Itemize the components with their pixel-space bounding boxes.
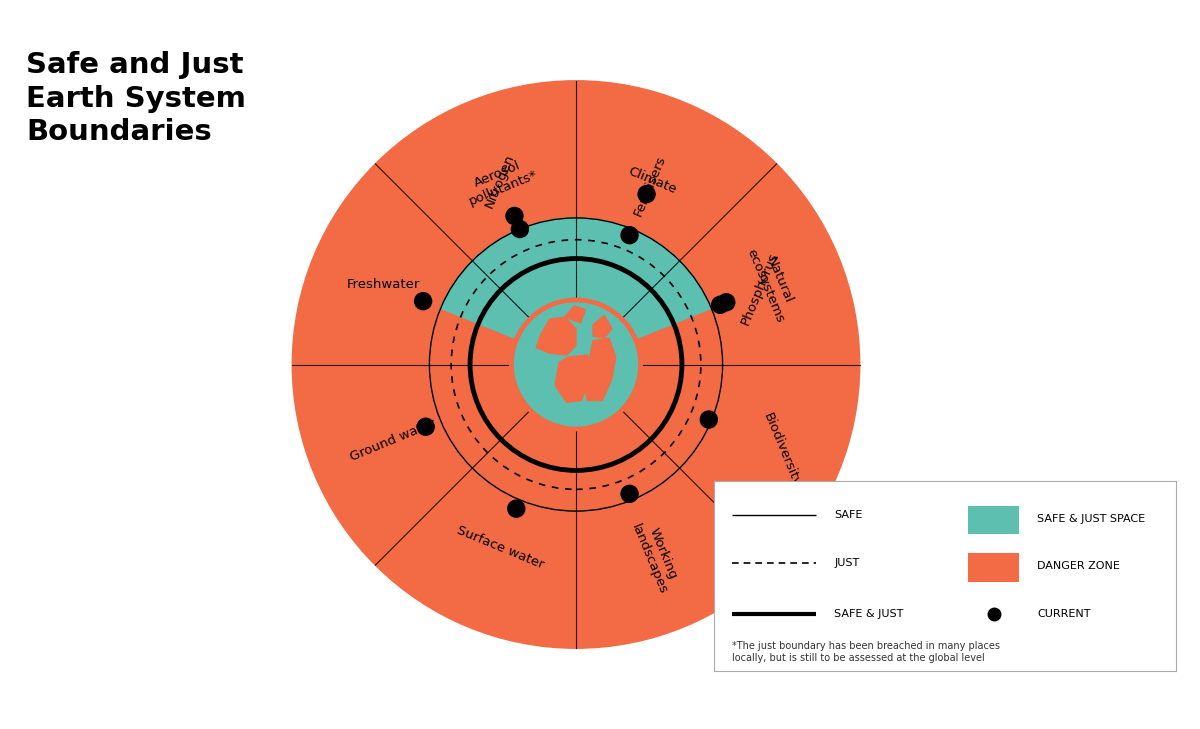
Circle shape — [511, 299, 641, 430]
Text: SAFE: SAFE — [834, 510, 863, 521]
Polygon shape — [593, 316, 612, 338]
Text: CURRENT: CURRENT — [1038, 609, 1091, 619]
Polygon shape — [583, 338, 616, 400]
Text: Phosphorus: Phosphorus — [739, 250, 780, 327]
Circle shape — [508, 500, 524, 517]
Circle shape — [712, 296, 728, 313]
Text: Safe and Just
Earth System
Boundaries: Safe and Just Earth System Boundaries — [26, 51, 246, 146]
Circle shape — [622, 486, 638, 502]
Text: Natural
ecosystems: Natural ecosystems — [745, 241, 800, 324]
Circle shape — [414, 292, 432, 310]
Text: *The just boundary has been breached in many places
locally, but is still to be : *The just boundary has been breached in … — [732, 641, 1001, 663]
Circle shape — [515, 303, 637, 426]
Text: Surface water: Surface water — [455, 524, 546, 572]
Text: Biodiversity: Biodiversity — [761, 410, 803, 488]
Circle shape — [430, 218, 722, 511]
FancyBboxPatch shape — [968, 553, 1019, 582]
Circle shape — [511, 221, 528, 238]
Circle shape — [718, 294, 734, 311]
Circle shape — [506, 208, 523, 225]
Text: JUST: JUST — [834, 558, 859, 568]
Polygon shape — [556, 355, 592, 402]
Text: Freshwater: Freshwater — [347, 278, 420, 292]
Circle shape — [701, 411, 718, 428]
Text: Fertilisers: Fertilisers — [632, 153, 668, 218]
Text: Aerosol
pollutants*: Aerosol pollutants* — [461, 154, 539, 208]
Text: Ground water: Ground water — [348, 417, 437, 464]
Text: Working
landscapes: Working landscapes — [629, 517, 683, 596]
Text: Climate: Climate — [626, 165, 678, 197]
Circle shape — [418, 418, 434, 435]
Circle shape — [622, 227, 638, 243]
Wedge shape — [430, 310, 722, 511]
Text: SAFE & JUST SPACE: SAFE & JUST SPACE — [1038, 514, 1146, 524]
Polygon shape — [536, 317, 576, 355]
FancyBboxPatch shape — [968, 506, 1019, 534]
Polygon shape — [565, 306, 586, 323]
Text: SAFE & JUST: SAFE & JUST — [834, 609, 904, 619]
Text: Nitrogen: Nitrogen — [484, 152, 517, 210]
Circle shape — [293, 81, 859, 648]
Text: DANGER ZONE: DANGER ZONE — [1038, 561, 1121, 572]
Circle shape — [638, 186, 655, 203]
